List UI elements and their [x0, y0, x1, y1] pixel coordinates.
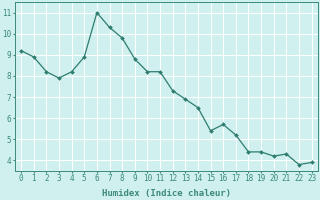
X-axis label: Humidex (Indice chaleur): Humidex (Indice chaleur): [102, 189, 231, 198]
